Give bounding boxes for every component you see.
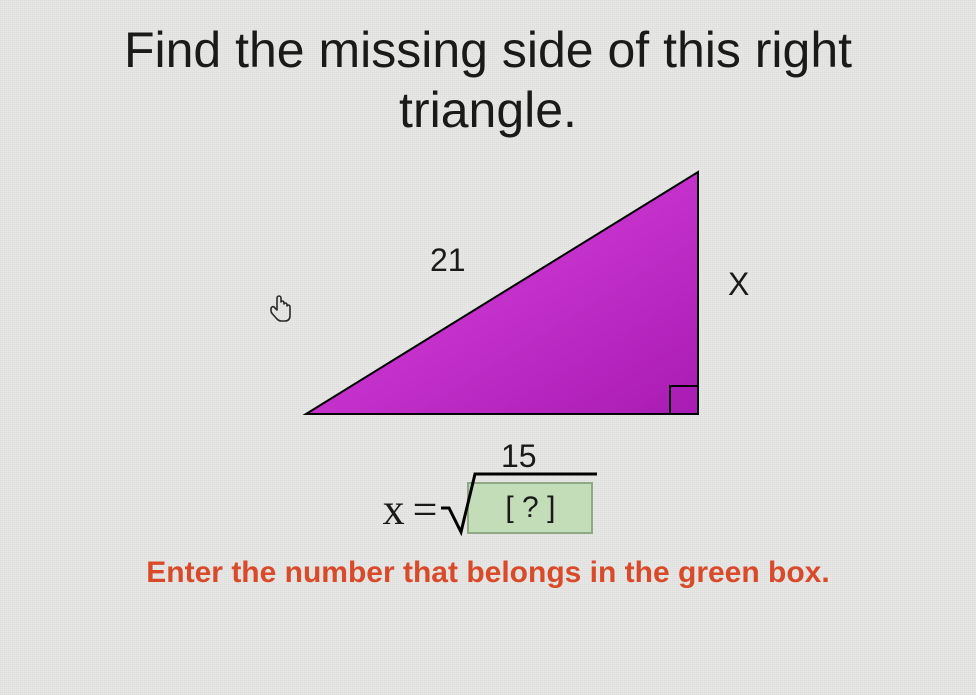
hypotenuse-label: 21 — [430, 242, 466, 279]
hand-cursor-icon — [268, 295, 294, 332]
question-line-1: Find the missing side of this right — [124, 22, 852, 78]
triangle-svg — [168, 160, 808, 470]
square-root: [ ? ] — [443, 482, 593, 536]
radical-icon — [439, 468, 599, 538]
equation-variable: x — [383, 484, 405, 535]
equation-equals: = — [413, 484, 438, 535]
triangle-diagram: 21 15 X — [168, 160, 808, 470]
right-side-label: X — [728, 266, 749, 303]
question-text: Find the missing side of this right tria… — [124, 20, 852, 140]
instruction-text: Enter the number that belongs in the gre… — [146, 556, 829, 590]
question-line-2: triangle. — [399, 82, 577, 138]
equation: x = [ ? ] — [383, 482, 594, 536]
